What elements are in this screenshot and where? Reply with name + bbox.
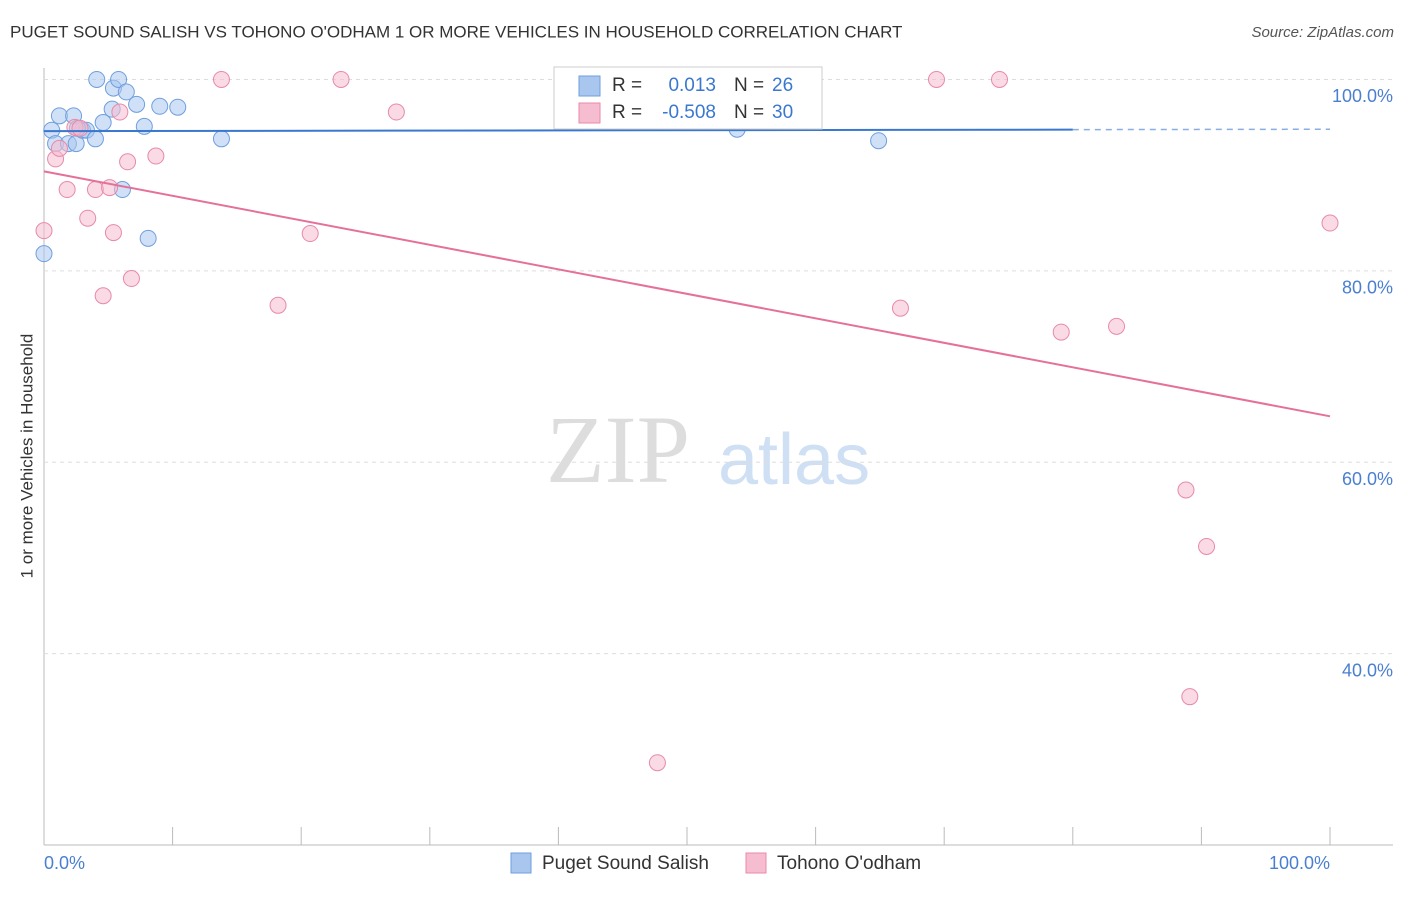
point bbox=[213, 131, 229, 147]
point bbox=[1182, 689, 1198, 705]
point bbox=[148, 148, 164, 164]
point bbox=[140, 230, 156, 246]
x-tick-label: 100.0% bbox=[1269, 853, 1330, 873]
point bbox=[95, 115, 111, 131]
point bbox=[36, 223, 52, 239]
point bbox=[388, 104, 404, 120]
r-label: R = bbox=[612, 102, 642, 123]
n-value: 30 bbox=[772, 102, 793, 123]
point bbox=[87, 182, 103, 198]
legend-swatch bbox=[746, 853, 766, 873]
point bbox=[1109, 318, 1125, 334]
watermark: atlas bbox=[718, 420, 870, 500]
r-value: 0.013 bbox=[668, 75, 716, 96]
point bbox=[129, 96, 145, 112]
point bbox=[123, 271, 139, 287]
point bbox=[72, 120, 88, 136]
trend-line bbox=[44, 130, 1073, 132]
point bbox=[649, 755, 665, 771]
point bbox=[302, 226, 318, 242]
x-tick-label: 0.0% bbox=[44, 853, 85, 873]
point bbox=[80, 210, 96, 226]
point bbox=[59, 182, 75, 198]
point bbox=[105, 225, 121, 241]
source: Source: ZipAtlas.com bbox=[1251, 24, 1394, 41]
r-label: R = bbox=[612, 75, 642, 96]
point bbox=[87, 131, 103, 147]
n-value: 26 bbox=[772, 75, 793, 96]
point bbox=[1322, 215, 1338, 231]
trend-line bbox=[44, 171, 1330, 416]
point bbox=[36, 246, 52, 262]
point bbox=[333, 71, 349, 87]
point bbox=[928, 71, 944, 87]
point bbox=[1199, 538, 1215, 554]
point bbox=[152, 98, 168, 114]
point bbox=[1053, 324, 1069, 340]
point bbox=[1178, 482, 1194, 498]
legend-swatch bbox=[579, 103, 600, 123]
r-value: -0.508 bbox=[662, 102, 716, 123]
chart-title: PUGET SOUND SALISH VS TOHONO O'ODHAM 1 O… bbox=[10, 22, 902, 41]
point bbox=[120, 154, 136, 170]
point bbox=[892, 300, 908, 316]
n-label: N = bbox=[734, 75, 764, 96]
point bbox=[95, 288, 111, 304]
y-tick-label: 100.0% bbox=[1332, 86, 1393, 106]
n-label: N = bbox=[734, 102, 764, 123]
point bbox=[871, 133, 887, 149]
point bbox=[991, 71, 1007, 87]
legend-label: Puget Sound Salish bbox=[542, 853, 709, 874]
y-tick-label: 40.0% bbox=[1342, 660, 1393, 680]
legend-label: Tohono O'odham bbox=[777, 853, 921, 874]
y-axis-label: 1 or more Vehicles in Household bbox=[17, 334, 36, 579]
watermark: ZIP bbox=[546, 396, 690, 503]
point bbox=[51, 108, 67, 124]
point bbox=[51, 140, 67, 156]
legend-swatch bbox=[511, 853, 531, 873]
point bbox=[213, 71, 229, 87]
legend-swatch bbox=[579, 76, 600, 96]
point bbox=[112, 104, 128, 120]
point bbox=[170, 99, 186, 115]
y-tick-label: 60.0% bbox=[1342, 469, 1393, 489]
y-tick-label: 80.0% bbox=[1342, 278, 1393, 298]
point bbox=[89, 71, 105, 87]
point bbox=[270, 297, 286, 313]
